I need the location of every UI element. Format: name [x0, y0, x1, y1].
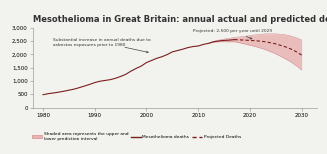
Text: Substantial increase in annual deaths due to
asbestos exposures prior to 1980: Substantial increase in annual deaths du…: [53, 38, 151, 53]
Legend: Shaded area represents the upper and
lower prediction interval, Mesothelioma dea: Shaded area represents the upper and low…: [32, 132, 241, 141]
Text: Mesothelioma in Great Britain: annual actual and predicted deaths: Mesothelioma in Great Britain: annual ac…: [33, 15, 327, 24]
Text: Projected: 2,500 per year until 2029: Projected: 2,500 per year until 2029: [193, 28, 272, 39]
